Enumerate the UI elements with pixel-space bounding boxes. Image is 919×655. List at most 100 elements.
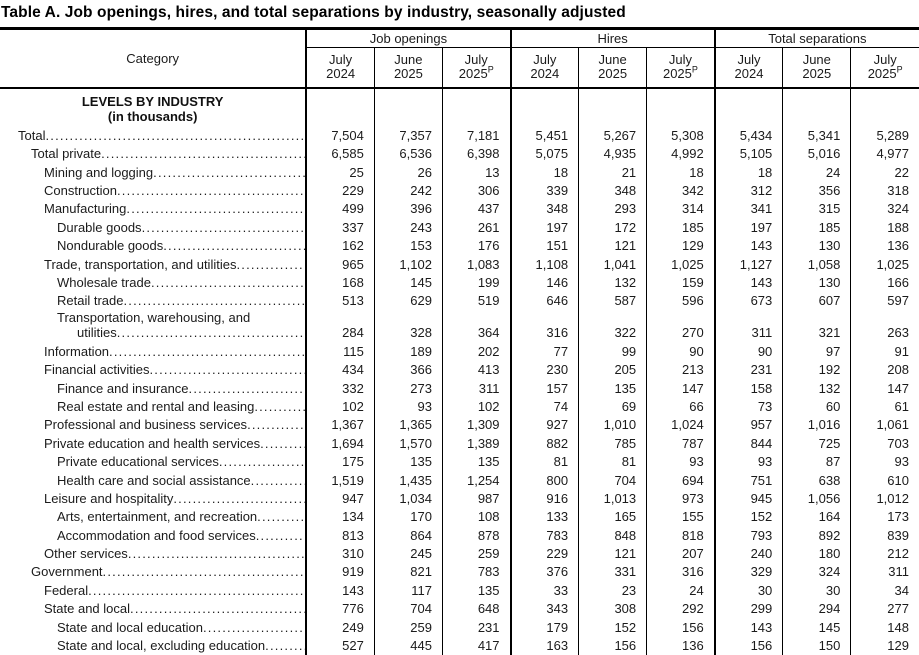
preliminary-superscript: P xyxy=(896,64,903,75)
value-cell: 813 xyxy=(305,526,375,545)
dot-leader xyxy=(265,638,305,653)
value-cell: 878 xyxy=(441,526,511,545)
value-cell: 205 xyxy=(578,360,647,380)
value-cell: 199 xyxy=(441,273,511,293)
value-cell: 208 xyxy=(850,360,919,380)
value-cell: 882 xyxy=(509,434,579,453)
month-header-row: July 2024 June 2025 July 2025P July 2024 June 202… xyxy=(0,47,919,89)
value-cell: 321 xyxy=(782,310,851,343)
value-cell: 93 xyxy=(373,397,443,416)
value-cell: 22 xyxy=(850,163,919,182)
value-cell: 957 xyxy=(713,415,783,435)
table-row: Transportation, warehousing, and utilitie… xyxy=(0,310,919,343)
category-cell: Private education and health services xyxy=(0,434,306,452)
value-cell: 1,519 xyxy=(305,471,375,490)
table-row: Leisure and hospitality9471,0349879161,0… xyxy=(0,489,919,508)
value-cell: 1,108 xyxy=(509,255,579,274)
value-cell: 331 xyxy=(578,563,647,582)
value-cell: 5,075 xyxy=(509,144,579,164)
value-cell: 315 xyxy=(782,200,851,219)
value-cell: 1,061 xyxy=(850,415,919,435)
dot-leader xyxy=(128,546,306,561)
month-header: July 2025P xyxy=(441,47,511,89)
table-row: Total 7,5047,3577,1815,4515,2675,3085,434… xyxy=(0,126,919,145)
dot-leader xyxy=(256,528,306,543)
month-header: July 2024 xyxy=(509,47,579,89)
category-cell: Trade, transportation, and utilities xyxy=(0,255,306,273)
table-row: Finance and insurance3322733111571351471… xyxy=(0,379,919,398)
value-cell: 5,451 xyxy=(509,126,579,145)
value-cell: 783 xyxy=(509,526,579,545)
dot-leader xyxy=(45,128,305,143)
value-cell: 725 xyxy=(782,434,851,453)
value-cell: 293 xyxy=(578,200,647,219)
value-cell: 1,694 xyxy=(305,434,375,453)
value-cell: 311 xyxy=(850,563,919,582)
category-cell: Nondurable goods xyxy=(0,237,306,255)
category-cell: Total private xyxy=(0,145,306,163)
value-cell: 1,309 xyxy=(441,415,511,435)
category-label: State and local xyxy=(44,601,131,617)
value-cell: 339 xyxy=(509,181,579,201)
category-cell: Government xyxy=(0,563,306,581)
value-cell: 328 xyxy=(373,310,443,343)
category-cell: Federal xyxy=(0,581,306,599)
category-cell: Total xyxy=(0,127,306,145)
value-cell: 135 xyxy=(373,452,443,472)
value-cell: 170 xyxy=(373,507,443,527)
value-cell: 102 xyxy=(305,397,375,416)
value-cell: 166 xyxy=(850,273,919,293)
category-cell: Manufacturing xyxy=(0,200,306,218)
value-cell: 607 xyxy=(782,292,851,311)
value-cell: 213 xyxy=(646,360,715,380)
dot-leader xyxy=(126,201,305,216)
table-row: Arts, entertainment, and recreation13417… xyxy=(0,507,919,527)
table-row: Information115189202779990909791 xyxy=(0,342,919,361)
month-header: June 2025 xyxy=(578,47,647,89)
value-cell: 329 xyxy=(713,563,783,582)
value-cell: 294 xyxy=(782,599,851,619)
value-cell: 310 xyxy=(305,544,375,564)
value-cell: 5,308 xyxy=(646,126,715,145)
value-cell: 6,585 xyxy=(305,144,375,164)
value-cell: 312 xyxy=(713,181,783,201)
dot-leader xyxy=(173,491,305,506)
category-cell: Leisure and hospitality xyxy=(0,490,306,508)
value-cell: 150 xyxy=(782,636,851,655)
value-cell: 30 xyxy=(713,581,783,600)
value-cell: 5,434 xyxy=(713,126,783,145)
value-cell: 207 xyxy=(646,544,715,564)
category-label: Transportation, warehousing, and xyxy=(57,310,251,326)
value-cell: 292 xyxy=(646,599,715,619)
value-cell: 916 xyxy=(509,489,579,508)
value-cell: 156 xyxy=(578,636,647,655)
value-cell: 99 xyxy=(578,342,647,361)
value-cell: 163 xyxy=(509,636,579,655)
value-cell: 1,570 xyxy=(373,434,443,453)
category-label: utilities xyxy=(77,325,117,341)
value-cell: 364 xyxy=(441,310,511,343)
value-cell: 1,435 xyxy=(373,471,443,490)
value-cell: 108 xyxy=(441,507,511,527)
value-cell: 129 xyxy=(850,636,919,655)
category-label: Total xyxy=(18,127,46,143)
value-cell: 175 xyxy=(305,452,375,472)
value-cell: 306 xyxy=(441,181,511,201)
value-cell: 821 xyxy=(373,563,443,582)
value-cell: 4,935 xyxy=(578,144,647,164)
value-cell: 185 xyxy=(782,218,851,237)
dot-leader xyxy=(189,381,306,396)
value-cell: 185 xyxy=(646,218,715,237)
value-cell: 348 xyxy=(578,181,647,201)
value-cell: 5,341 xyxy=(782,126,851,145)
table-row: State and local, excluding education5274… xyxy=(0,636,919,655)
dot-leader xyxy=(109,344,305,359)
value-cell: 396 xyxy=(373,200,443,219)
value-cell: 1,056 xyxy=(782,489,851,508)
value-cell: 785 xyxy=(578,434,647,453)
value-cell: 93 xyxy=(646,452,715,472)
value-cell: 69 xyxy=(578,397,647,416)
month-header: June 2025 xyxy=(373,47,443,89)
